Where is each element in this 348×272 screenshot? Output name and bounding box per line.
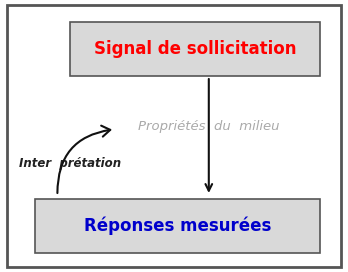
Text: Réponses mesurées: Réponses mesurées bbox=[84, 217, 271, 235]
Text: Propriétés  du  milieu: Propriétés du milieu bbox=[138, 120, 279, 133]
Text: Inter  prétation: Inter prétation bbox=[19, 157, 121, 170]
FancyBboxPatch shape bbox=[7, 5, 341, 267]
FancyBboxPatch shape bbox=[35, 199, 320, 253]
FancyArrowPatch shape bbox=[57, 126, 110, 193]
FancyBboxPatch shape bbox=[70, 22, 320, 76]
Text: Signal de sollicitation: Signal de sollicitation bbox=[94, 40, 296, 58]
